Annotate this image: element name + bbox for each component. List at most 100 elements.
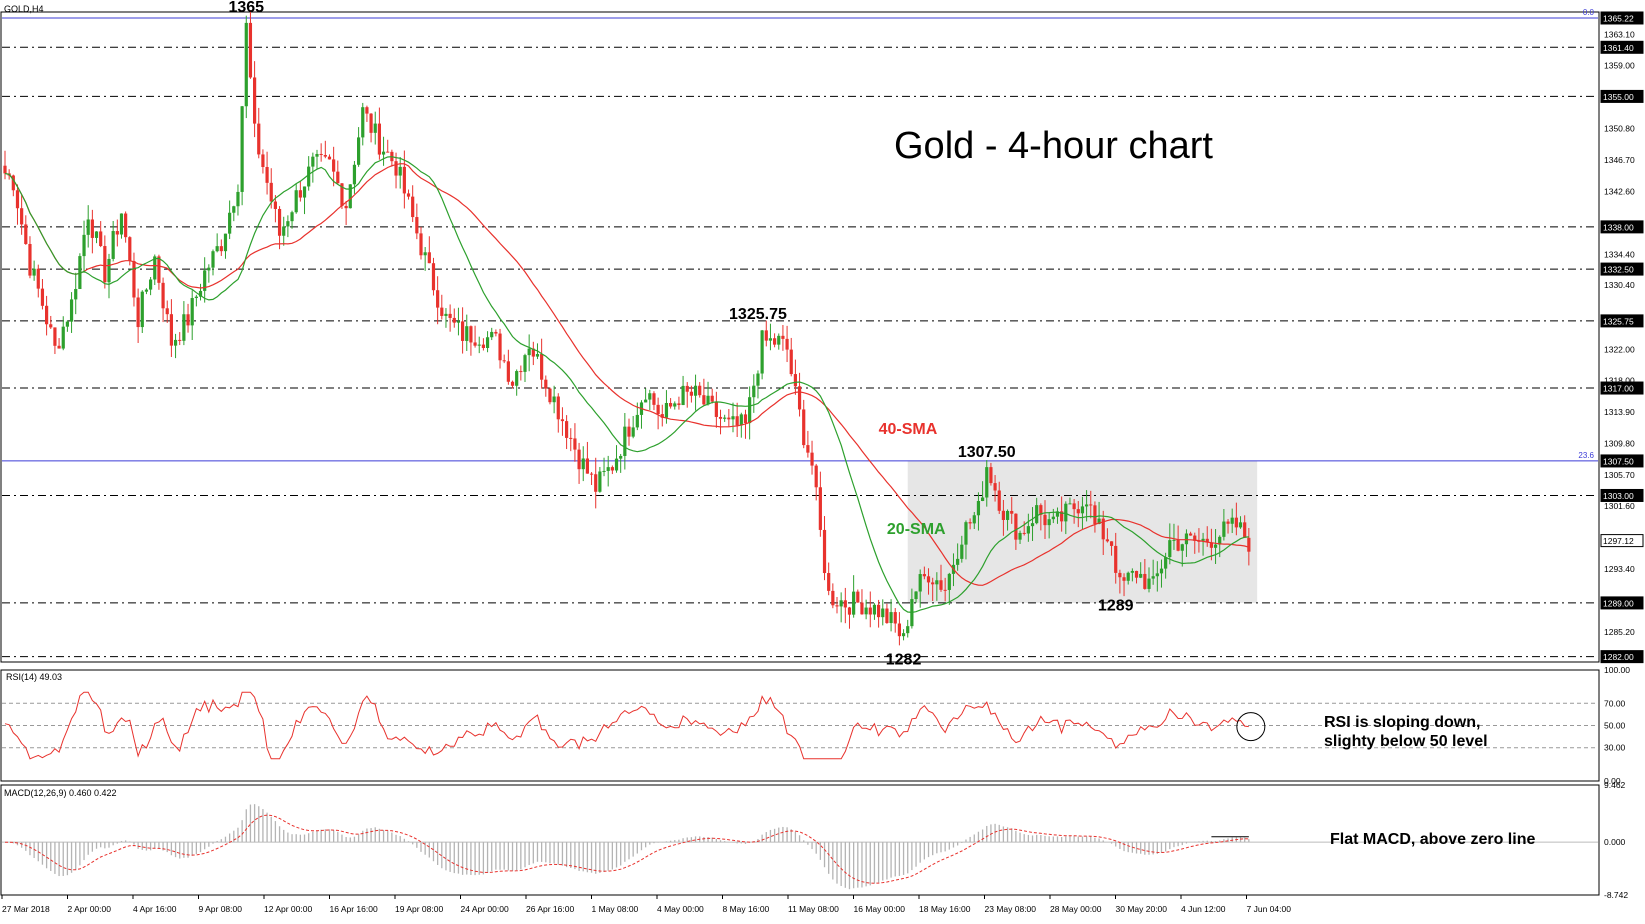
candle-body <box>926 576 931 583</box>
price-annotation: 1365 <box>228 0 264 16</box>
price-tick-label: 1301.60 <box>1604 501 1635 511</box>
candle-body <box>569 437 573 439</box>
rsi-note-line-2: slighty below 50 level <box>1324 733 1488 750</box>
candle-body <box>1118 572 1122 578</box>
candle-body <box>560 419 565 422</box>
level-label: 1365.22 <box>1603 13 1634 23</box>
candle-body <box>323 155 327 157</box>
price-annotation: 1282 <box>886 651 922 668</box>
price-annotation: 20-SMA <box>887 521 946 538</box>
candle-body <box>1205 538 1209 543</box>
candle-body <box>1093 505 1097 524</box>
candle-body <box>124 213 128 238</box>
level-label-box <box>1600 11 1644 25</box>
time-tick-label: 19 Apr 08:00 <box>395 904 443 914</box>
candle-body <box>714 401 718 417</box>
candle-body <box>336 171 340 184</box>
candle-body <box>294 190 298 213</box>
candle-body <box>577 449 581 470</box>
level-label: 1297.12 <box>1603 536 1634 546</box>
time-tick-label: 4 Apr 16:00 <box>133 904 177 914</box>
candle-body <box>623 426 627 456</box>
candle-body <box>739 414 743 426</box>
time-tick-label: 9 Apr 08:00 <box>199 904 243 914</box>
candle-body <box>240 106 244 192</box>
time-axis: 27 Mar 2018 2 Apr 00:00 4 Apr 16:00 9 Apr 0… <box>1 895 1291 914</box>
candle-body <box>847 607 852 615</box>
candle-body <box>128 237 132 262</box>
candle-body <box>1060 511 1064 522</box>
candle-body <box>648 393 652 400</box>
candle-body <box>348 184 352 209</box>
candle-body <box>298 190 302 198</box>
rsi-tick-label: 100.00 <box>1604 665 1630 675</box>
candle-body <box>669 403 673 407</box>
level-label: 1361.40 <box>1603 43 1634 53</box>
candle-body <box>519 371 523 373</box>
candle-body <box>36 268 40 289</box>
candle-body <box>53 327 57 346</box>
candle-body <box>20 208 24 225</box>
candle-body <box>976 500 981 516</box>
candle-body <box>947 573 951 590</box>
candle-body <box>515 371 519 386</box>
price-tick-label: 1363.10 <box>1604 29 1635 39</box>
candle-body <box>1197 540 1201 542</box>
candle-body <box>228 212 232 234</box>
candle-body <box>1243 522 1247 538</box>
level-label: 1332.50 <box>1603 265 1634 275</box>
candle-body <box>589 473 594 475</box>
candle-body <box>273 201 277 209</box>
time-tick-label: 16 Apr 16:00 <box>330 904 378 914</box>
candle-body <box>161 282 165 309</box>
candle-body <box>1168 540 1172 558</box>
candle-body <box>311 156 315 167</box>
candle-body <box>86 219 90 235</box>
candle-body <box>431 263 436 291</box>
candle-body <box>981 497 985 501</box>
macd-signal-line <box>5 814 1249 884</box>
level-label-box <box>1600 454 1644 468</box>
candle-body <box>1101 518 1105 540</box>
candle-body <box>685 385 689 392</box>
candle-body <box>236 191 240 207</box>
rsi-line <box>4 691 1249 760</box>
candle-body <box>594 474 598 492</box>
candle-body <box>465 326 469 341</box>
candle-body <box>1180 544 1184 551</box>
candle-body <box>490 331 494 338</box>
candle-body <box>565 421 569 438</box>
candle-body <box>315 153 319 157</box>
candle-body <box>1076 509 1080 514</box>
candle-body <box>664 403 669 418</box>
candle-body <box>877 604 881 618</box>
candle-body <box>1089 504 1093 506</box>
candle-body <box>760 330 764 374</box>
rsi-tick-label: 0.00 <box>1604 776 1621 786</box>
candle-body <box>752 385 756 398</box>
candle-body <box>1134 570 1139 578</box>
candle-body <box>1022 532 1026 534</box>
candle-body <box>523 355 527 372</box>
candle-body <box>727 417 731 420</box>
candle-body <box>1035 505 1039 524</box>
candle-body <box>993 483 997 491</box>
candle-body <box>11 175 15 191</box>
candle-body <box>469 326 473 343</box>
candle-body <box>357 137 361 165</box>
level-label-box <box>1600 650 1644 664</box>
candle-body <box>773 338 777 345</box>
candle-body <box>1189 533 1193 536</box>
candle-body <box>556 396 560 420</box>
candle-body <box>797 386 802 410</box>
candle-body <box>1030 523 1035 527</box>
rsi-label: RSI(14) 49.03 <box>6 672 62 682</box>
candle-body <box>436 290 440 308</box>
price-annotation: 1307.50 <box>958 444 1016 461</box>
candle-body <box>997 490 1001 511</box>
time-tick-label: 26 Apr 16:00 <box>526 904 574 914</box>
candle-body <box>107 258 111 283</box>
candle-body <box>943 589 947 591</box>
candle-body <box>198 290 203 297</box>
